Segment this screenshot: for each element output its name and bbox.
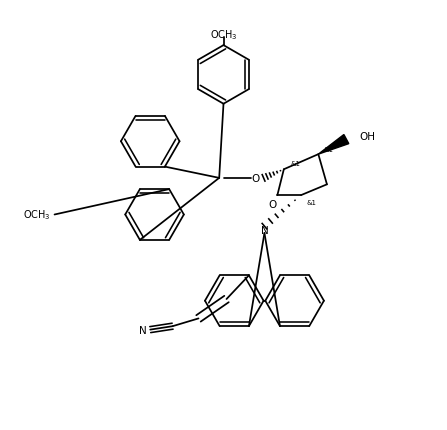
Text: O: O (268, 199, 276, 209)
Text: O: O (252, 173, 260, 184)
Text: N: N (139, 325, 146, 335)
Text: &1: &1 (324, 147, 333, 153)
Text: OCH$_3$: OCH$_3$ (210, 28, 237, 42)
Text: &1: &1 (306, 199, 316, 205)
Polygon shape (318, 135, 349, 155)
Text: OCH$_3$: OCH$_3$ (22, 208, 50, 222)
Text: N: N (261, 225, 268, 235)
Text: &1: &1 (290, 160, 300, 166)
Text: OH: OH (359, 131, 375, 141)
